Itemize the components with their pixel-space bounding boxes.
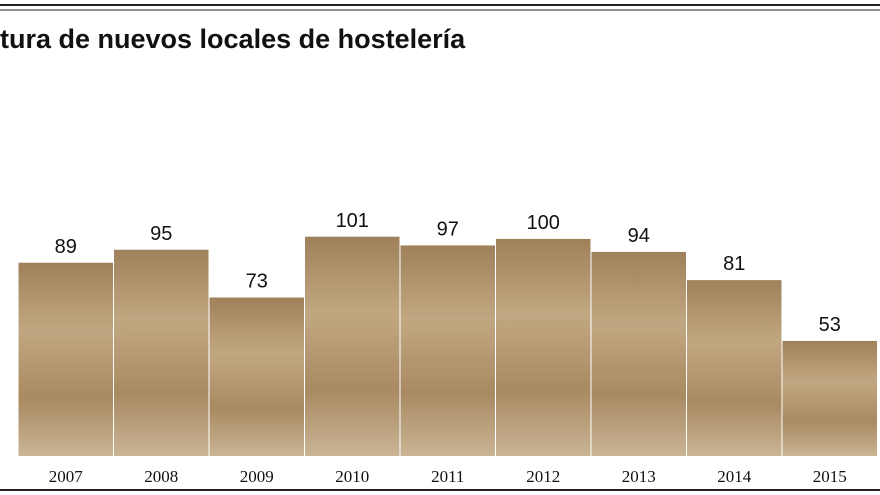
value-label: 81	[723, 253, 745, 275]
x-tick-label: 2007	[49, 467, 84, 486]
bar-texture	[496, 238, 591, 456]
x-tick-label: 2015	[813, 467, 847, 486]
value-label: 73	[246, 271, 268, 293]
value-label: 89	[55, 236, 77, 258]
x-tick-label: 2009	[240, 467, 274, 486]
bar-texture	[687, 280, 782, 456]
x-tick-label: 2012	[526, 467, 560, 486]
value-label: 53	[819, 314, 841, 336]
bar-texture	[305, 236, 400, 456]
x-tick-label: 2010	[335, 467, 369, 486]
bar-texture	[400, 245, 495, 456]
bar-texture	[114, 249, 209, 456]
value-label: 101	[336, 210, 369, 232]
x-tick-label: 2008	[144, 467, 178, 486]
chart-title: tura de nuevos locales de hostelería	[0, 24, 466, 54]
value-label: 95	[150, 223, 172, 245]
bar-texture	[18, 262, 113, 456]
bar-texture	[209, 297, 304, 456]
x-tick-label: 2013	[622, 467, 656, 486]
bar-texture	[591, 251, 686, 456]
value-label: 97	[437, 218, 459, 240]
bar-texture	[782, 340, 877, 456]
value-label: 94	[628, 225, 650, 247]
value-label: 100	[527, 212, 560, 234]
x-tick-label: 2014	[717, 467, 752, 486]
x-tick-label: 2011	[431, 467, 464, 486]
